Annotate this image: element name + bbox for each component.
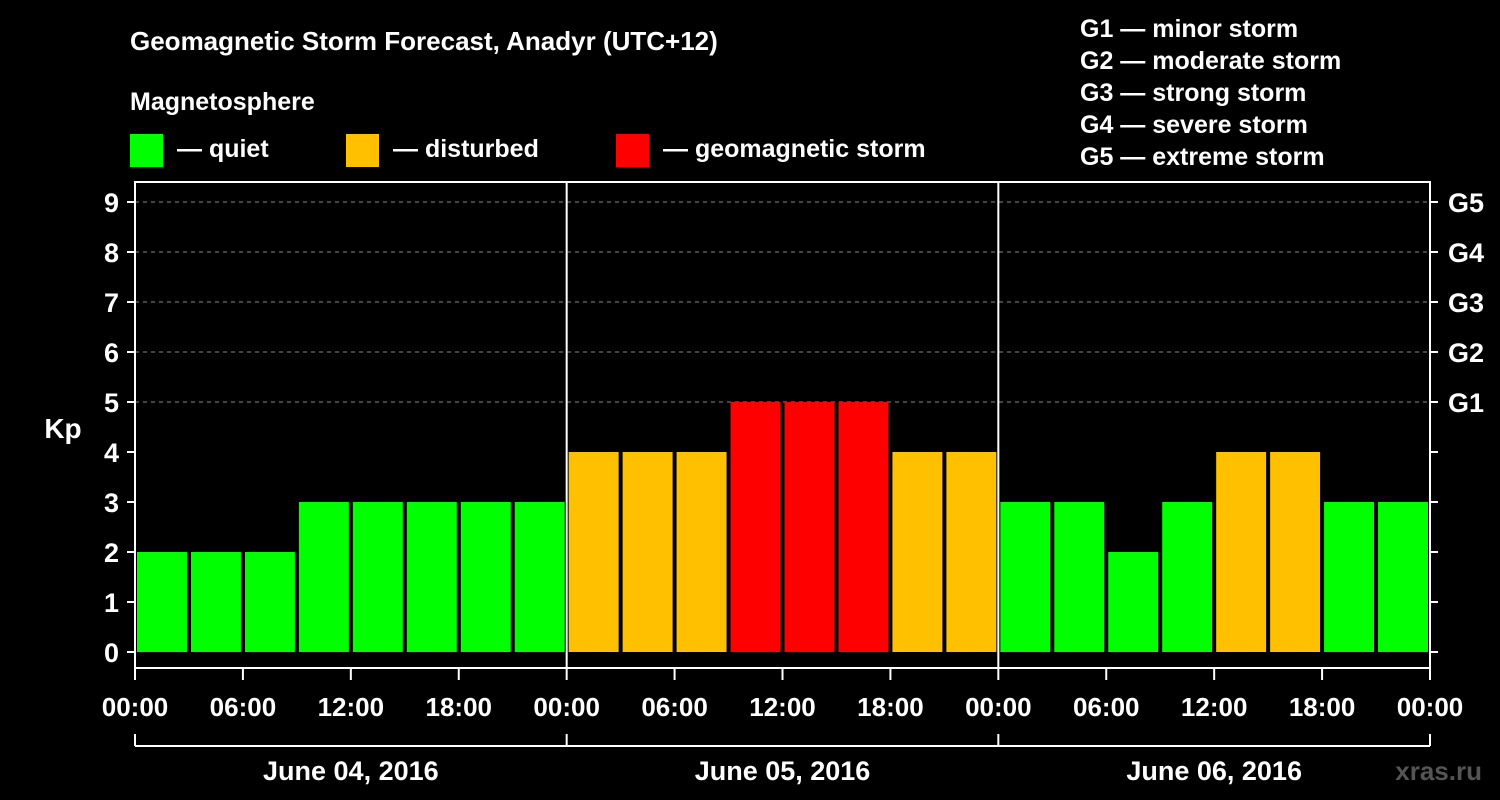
y-tick-label-6: 6 (104, 338, 119, 368)
kp-bar-10 (622, 452, 673, 652)
legend-storm-label: — geomagnetic storm (663, 135, 926, 163)
y-axis-label: Kp (44, 413, 81, 444)
kp-bar-3 (244, 552, 295, 652)
day-label-2: June 05, 2016 (695, 756, 871, 786)
kp-bar-23 (1324, 502, 1375, 652)
day-label-3: June 06, 2016 (1126, 756, 1302, 786)
kp-bar-12 (730, 402, 781, 652)
g-level-label-g3: G3 (1448, 288, 1484, 318)
y-tick-label-5: 5 (104, 388, 119, 418)
x-tick-label-10: 12:00 (1181, 692, 1248, 722)
x-tick-label-8: 00:00 (965, 692, 1032, 722)
y-tick-label-2: 2 (104, 538, 119, 568)
day-label-1: June 04, 2016 (263, 756, 439, 786)
legend-storm-swatch (616, 134, 649, 167)
legend-disturbed-swatch (346, 134, 379, 167)
legend-disturbed-label: — disturbed (393, 135, 539, 163)
x-tick-label-4: 00:00 (533, 692, 600, 722)
kp-bar-1 (137, 552, 187, 652)
kp-bar-11 (676, 452, 727, 652)
storm-scale-g5: G5 — extreme storm (1080, 143, 1325, 171)
kp-bar-5 (352, 502, 403, 652)
legend-title: Magnetosphere (130, 88, 315, 116)
kp-bar-18 (1054, 502, 1105, 652)
kp-bar-22 (1270, 452, 1321, 652)
storm-scale-g4: G4 — severe storm (1080, 111, 1308, 139)
storm-scale-g2: G2 — moderate storm (1080, 47, 1341, 75)
kp-bar-8 (514, 502, 565, 652)
g-level-label-g2: G2 (1448, 338, 1484, 368)
kp-bar-20 (1162, 502, 1213, 652)
grid-layer (135, 201, 1430, 403)
labels-layer: 0 1 2 3 4 5 6 7 8 9 G1 G2 G3 G4 G5 00:00 06:00 12:00 18:00… (102, 188, 1484, 786)
x-tick-label-11: 18:00 (1289, 692, 1356, 722)
kp-bar-7 (460, 502, 511, 652)
kp-bar-17 (1000, 502, 1051, 652)
x-tick-label-5: 06:00 (641, 692, 708, 722)
watermark: xras.ru (1395, 756, 1482, 786)
x-tick-label-6: 12:00 (749, 692, 816, 722)
kp-bar-2 (190, 552, 241, 652)
g-level-label-g5: G5 (1448, 188, 1484, 218)
kp-bar-21 (1216, 452, 1267, 652)
kp-bar-19 (1108, 552, 1159, 652)
kp-bar-15 (892, 452, 943, 652)
storm-scale-g1: G1 — minor storm (1080, 15, 1298, 43)
y-tick-label-7: 7 (104, 288, 119, 318)
legend-quiet-label: — quiet (177, 135, 269, 163)
y-tick-label-4: 4 (104, 438, 119, 468)
kp-bar-4 (298, 502, 349, 652)
x-tick-label-2: 12:00 (318, 692, 385, 722)
y-tick-label-8: 8 (104, 238, 119, 268)
chart-title: Geomagnetic Storm Forecast, Anadyr (UTC+… (130, 26, 718, 56)
g-level-label-g1: G1 (1448, 388, 1484, 418)
x-tick-label-9: 06:00 (1073, 692, 1140, 722)
axes-layer (127, 181, 1438, 747)
y-tick-label-9: 9 (104, 188, 119, 218)
legend-quiet-swatch (130, 134, 163, 167)
kp-bar-9 (568, 452, 619, 652)
x-tick-label-0: 00:00 (102, 692, 169, 722)
kp-bar-13 (784, 402, 835, 652)
g-level-label-g4: G4 (1448, 238, 1484, 268)
kp-bar-14 (838, 402, 889, 652)
x-tick-label-1: 06:00 (210, 692, 277, 722)
y-tick-label-0: 0 (104, 638, 119, 668)
x-tick-label-12: 00:00 (1397, 692, 1464, 722)
bars-layer (137, 402, 1428, 652)
kp-bar-6 (406, 502, 457, 652)
x-tick-label-3: 18:00 (426, 692, 493, 722)
y-tick-label-1: 1 (104, 588, 119, 618)
kp-bar-24 (1378, 502, 1428, 652)
kp-bar-16 (946, 452, 997, 652)
y-tick-label-3: 3 (104, 488, 119, 518)
x-tick-label-7: 18:00 (857, 692, 924, 722)
storm-scale-g3: G3 — strong storm (1080, 79, 1306, 107)
